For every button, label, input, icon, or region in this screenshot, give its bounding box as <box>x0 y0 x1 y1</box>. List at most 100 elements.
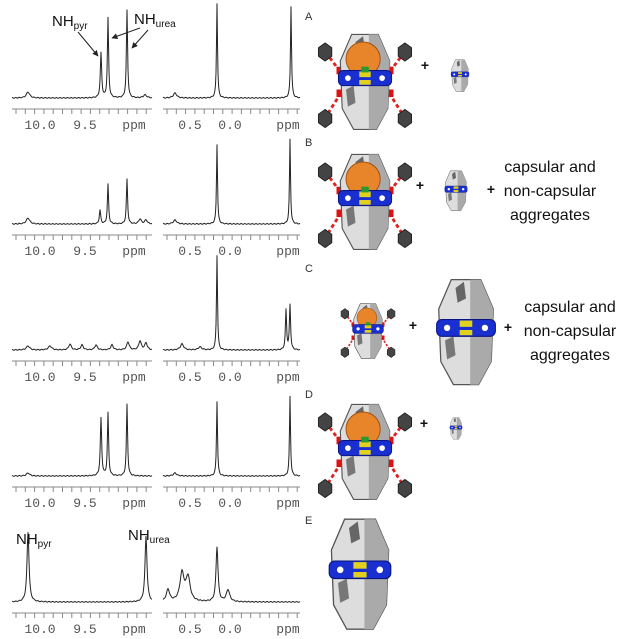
tick-label: 10.0 <box>24 244 55 259</box>
tick-label: 0.5 <box>178 622 201 637</box>
urea-mark <box>459 330 473 336</box>
plus-sign: + <box>416 177 424 193</box>
tick-label: 0.5 <box>178 118 201 133</box>
capsule <box>317 403 413 500</box>
tick-label: 9.5 <box>73 622 96 637</box>
urea-mark <box>364 330 372 333</box>
note-line: capsular and <box>524 299 616 316</box>
spectrum-left <box>11 178 153 225</box>
spectrum-left <box>11 532 153 603</box>
arm-end <box>317 478 333 499</box>
plus-sign: + <box>504 319 512 335</box>
note-line: non-capsular <box>524 323 617 340</box>
peak-label-main: NH <box>128 527 150 544</box>
arm-end <box>397 42 413 62</box>
band-dot <box>451 426 453 429</box>
band-dot <box>443 324 451 332</box>
tick-label: ppm <box>122 370 146 385</box>
peak-label-sub: pyr <box>38 539 53 550</box>
peak-label-sub: pyr <box>74 21 89 32</box>
tick-label: 0.0 <box>218 622 241 637</box>
urea-mark <box>353 562 367 569</box>
tick-label: ppm <box>122 622 146 637</box>
spectrum-right <box>162 3 301 99</box>
spectrum-right <box>162 546 301 603</box>
arm-joint <box>380 335 385 340</box>
spectrum-left <box>11 403 153 477</box>
urea-band <box>449 425 463 430</box>
plus-sign: + <box>421 57 429 73</box>
arm-end <box>386 308 396 320</box>
arm-end <box>397 108 413 129</box>
panel-label: C <box>305 263 313 275</box>
band-dot <box>379 445 385 451</box>
urea-mark <box>359 80 371 85</box>
urea-band <box>328 560 392 580</box>
urea-mark <box>454 428 458 430</box>
tick-label: ppm <box>276 244 300 259</box>
arrow <box>111 27 141 40</box>
vase-face <box>346 85 356 107</box>
arm-end <box>317 228 333 249</box>
band-dot <box>459 426 461 429</box>
vase-face <box>445 336 456 360</box>
arm-joint <box>336 89 345 98</box>
tick-label: 9.5 <box>73 244 96 259</box>
vase-face <box>452 171 456 180</box>
urea-band <box>436 318 496 337</box>
urea-mark <box>359 71 371 78</box>
vase-face <box>453 417 456 423</box>
band-dot <box>345 195 351 201</box>
band-dot <box>481 324 489 332</box>
urea-mark <box>453 190 459 192</box>
peak-label-sub: urea <box>150 535 170 546</box>
band-dot <box>447 188 450 191</box>
urea-band <box>450 71 470 78</box>
tick-label: ppm <box>276 496 300 511</box>
arm-end <box>317 42 333 62</box>
arrow <box>77 31 99 57</box>
peak-label-main: NH <box>16 531 38 548</box>
spectrum-left <box>11 339 153 351</box>
urea-mark <box>353 572 367 578</box>
spectrum-right <box>162 138 301 225</box>
note-line: capsular and <box>504 159 596 176</box>
plus-sign: + <box>420 415 428 431</box>
urea-mark <box>359 441 371 448</box>
urea-mark <box>359 200 371 205</box>
urea-mark <box>359 450 371 455</box>
tick-label: 0.0 <box>218 496 241 511</box>
urea-mark <box>458 75 462 77</box>
arm-end <box>317 162 333 182</box>
peak-label: NHpyr <box>16 531 52 550</box>
urea-mark <box>454 426 458 428</box>
urea-mark <box>364 325 372 329</box>
arm-end <box>397 478 413 499</box>
note-line: non-capsular <box>504 183 597 200</box>
band-dot <box>376 566 384 574</box>
tick-label: 0.5 <box>178 496 201 511</box>
note-line: aggregates <box>530 347 610 364</box>
tick-label: ppm <box>122 118 146 133</box>
arm-joint <box>385 209 394 218</box>
arm-joint <box>385 89 394 98</box>
spectrum-right <box>162 255 301 351</box>
tick-label: ppm <box>122 244 146 259</box>
vase-face <box>349 521 360 544</box>
arm-end <box>340 308 350 320</box>
arm-joint <box>351 335 356 340</box>
peak-label-main: NH <box>52 13 74 30</box>
band-dot <box>379 195 385 201</box>
peak-label: NHpyr <box>52 13 88 32</box>
arm-end <box>317 108 333 129</box>
arm-end <box>397 228 413 249</box>
note-line: aggregates <box>510 207 590 224</box>
tick-label: 9.5 <box>73 118 96 133</box>
urea-mark <box>459 320 473 327</box>
capsule <box>444 170 468 212</box>
tick-label: 0.5 <box>178 370 201 385</box>
vase-face <box>346 205 356 227</box>
tick-label: 9.5 <box>73 496 96 511</box>
vase-face <box>338 578 349 603</box>
